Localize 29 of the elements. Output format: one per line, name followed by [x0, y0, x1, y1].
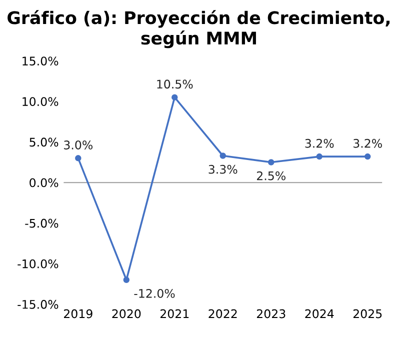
point [268, 159, 274, 166]
y-tick-label: -10.0% [18, 259, 58, 268]
point [75, 155, 82, 162]
x-tick-label: 2023 [256, 309, 286, 318]
point [123, 276, 130, 283]
point [364, 153, 371, 160]
x-tick-label: 2022 [208, 309, 237, 318]
x-tick-label: 2019 [64, 309, 92, 318]
x-tick-label: 2020 [112, 309, 141, 318]
chart-title: Gráfico (a): Proyección de Crecimiento, según MMM [8, 10, 390, 48]
data-label: 3.2% [354, 138, 382, 148]
y-tick-label: -5.0% [25, 218, 58, 228]
point [220, 152, 226, 159]
data-label: 10.5% [157, 80, 193, 89]
x-tick-label: 2024 [305, 309, 334, 318]
data-label: 3.0% [64, 140, 92, 150]
data-label: 3.3% [208, 164, 238, 174]
point [316, 153, 322, 160]
x-tick-label: 2021 [160, 309, 189, 318]
y-tick-label: -15.0% [18, 300, 58, 309]
x-tick-label: 2025 [353, 309, 382, 318]
data-label: 2.5% [256, 171, 286, 180]
y-tick-label: 0.0% [30, 178, 58, 188]
data-label: -12.0% [134, 288, 175, 298]
point [172, 94, 178, 100]
y-tick-label: 5.0% [30, 138, 58, 147]
y-tick-label: 15.0% [22, 56, 58, 66]
data-label: 3.2% [305, 138, 334, 148]
y-tick-label: 10.0% [22, 97, 58, 106]
